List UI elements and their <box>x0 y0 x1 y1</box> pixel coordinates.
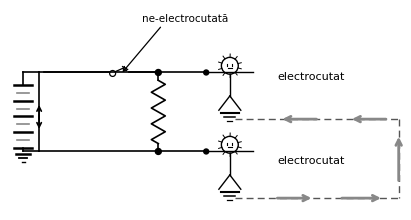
Text: electrocutat: electrocutat <box>277 72 345 82</box>
Circle shape <box>204 149 209 154</box>
Circle shape <box>155 148 161 154</box>
Circle shape <box>155 70 161 75</box>
Text: electrocutat: electrocutat <box>277 156 345 166</box>
Text: ne-electrocutată: ne-electrocutată <box>142 14 228 24</box>
Circle shape <box>204 70 209 75</box>
